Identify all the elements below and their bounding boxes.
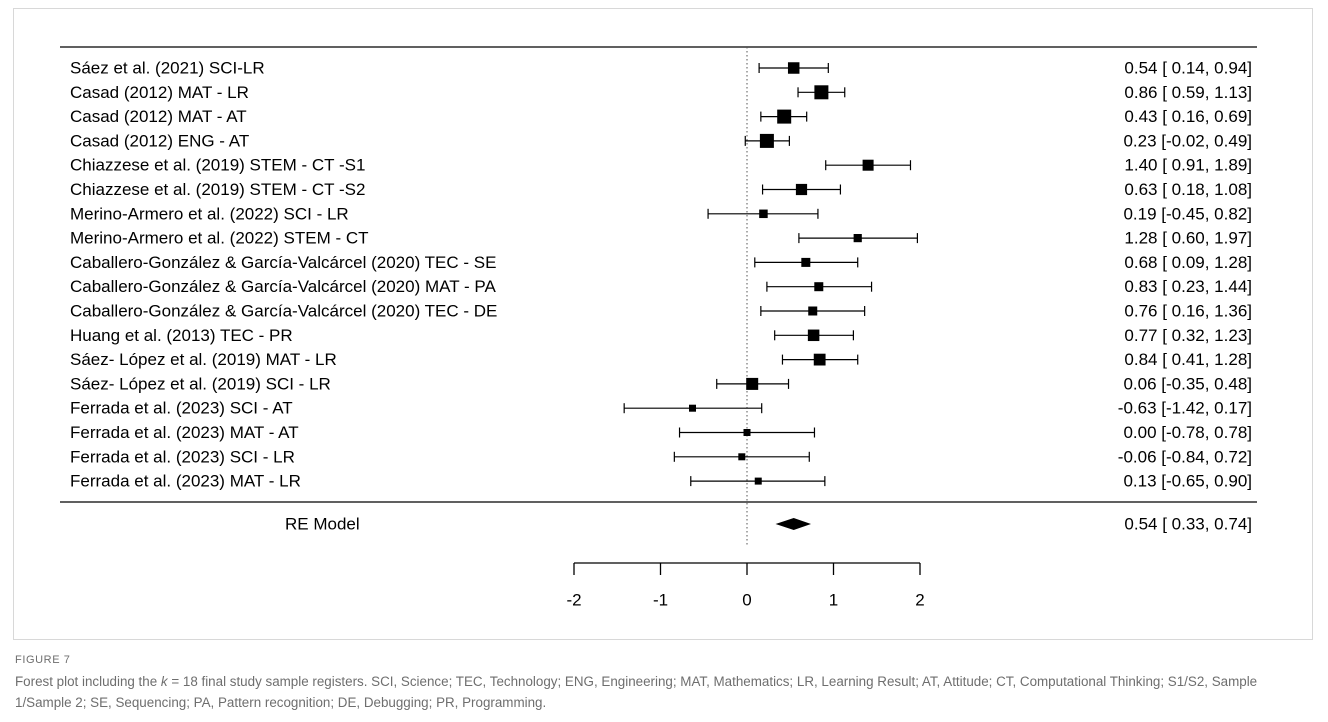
point-estimate	[801, 257, 811, 267]
study-label: Chiazzese et al. (2019) STEM - CT -S1	[70, 156, 365, 175]
point-estimate	[814, 282, 824, 292]
point-estimate	[759, 209, 768, 219]
point-estimate	[862, 159, 874, 171]
study-effect-text: 0.06 [-0.35, 0.48]	[1123, 374, 1252, 393]
summary-label: RE Model	[285, 515, 360, 534]
study-label: Merino-Armero et al. (2022) STEM - CT	[70, 229, 369, 248]
point-estimate	[795, 183, 808, 196]
x-tick-label: 1	[829, 591, 838, 610]
x-tick-label: 2	[915, 591, 924, 610]
study-effect-text: 0.63 [ 0.18, 1.08]	[1124, 180, 1252, 199]
x-tick-label: 0	[742, 591, 751, 610]
study-label: Ferrada et al. (2023) MAT - AT	[70, 423, 299, 442]
study-label: Casad (2012) MAT - LR	[70, 83, 249, 102]
point-estimate	[814, 85, 829, 100]
study-label: Sáez et al. (2021) SCI-LR	[70, 59, 265, 78]
study-label: Ferrada et al. (2023) SCI - LR	[70, 447, 295, 466]
study-label: Sáez- López et al. (2019) SCI - LR	[70, 374, 331, 393]
study-label: Chiazzese et al. (2019) STEM - CT -S2	[70, 180, 365, 199]
summary-diamond	[775, 518, 812, 530]
study-effect-text: 0.23 [-0.02, 0.49]	[1123, 131, 1252, 150]
study-effect-text: 0.76 [ 0.16, 1.36]	[1124, 302, 1252, 321]
figure-caption: FIGURE 7 Forest plot including the k = 1…	[15, 654, 1313, 713]
study-label: Ferrada et al. (2023) MAT - LR	[70, 472, 301, 491]
study-effect-text: 0.68 [ 0.09, 1.28]	[1124, 253, 1252, 272]
caption-prefix: Forest plot including the	[15, 674, 161, 689]
study-label: Huang et al. (2013) TEC - PR	[70, 326, 293, 345]
caption-k: k	[160, 674, 168, 689]
study-label: Caballero-González & García-Valcárcel (2…	[70, 277, 496, 296]
caption-text: Forest plot including the k = 18 final s…	[15, 671, 1313, 713]
study-label: Sáez- López et al. (2019) MAT - LR	[70, 350, 337, 369]
x-tick-label: -1	[653, 591, 668, 610]
study-effect-text: 1.28 [ 0.60, 1.97]	[1124, 229, 1252, 248]
study-effect-text: 0.54 [ 0.14, 0.94]	[1124, 59, 1252, 78]
study-label: Caballero-González & García-Valcárcel (2…	[70, 253, 496, 272]
study-effect-text: 0.00 [-0.78, 0.78]	[1123, 423, 1252, 442]
point-estimate	[787, 62, 800, 74]
point-estimate	[807, 329, 820, 342]
study-effect-text: 1.40 [ 0.91, 1.89]	[1124, 156, 1252, 175]
study-label: Ferrada et al. (2023) SCI - AT	[70, 399, 293, 418]
x-tick-label: -2	[566, 591, 581, 610]
study-effect-text: 0.86 [ 0.59, 1.13]	[1124, 83, 1252, 102]
point-estimate	[759, 133, 774, 148]
figure-label: FIGURE 7	[15, 654, 71, 666]
study-label: Merino-Armero et al. (2022) SCI - LR	[70, 204, 349, 223]
study-effect-text: 0.43 [ 0.16, 0.69]	[1124, 107, 1252, 126]
study-label: Casad (2012) ENG - AT	[70, 131, 249, 150]
study-effect-text: 0.13 [-0.65, 0.90]	[1123, 472, 1252, 491]
study-effect-text: 0.77 [ 0.32, 1.23]	[1124, 326, 1252, 345]
point-estimate	[738, 453, 746, 461]
figure-frame: Sáez et al. (2021) SCI-LR 0.54 [ 0.14, 0.…	[13, 8, 1313, 640]
point-estimate	[777, 109, 792, 124]
point-estimate	[813, 353, 826, 366]
caption-rest: = 18 final study sample registers. SCI, …	[15, 674, 1258, 710]
point-estimate	[746, 377, 759, 390]
study-effect-text: -0.06 [-0.84, 0.72]	[1118, 447, 1252, 466]
study-effect-text: 0.84 [ 0.41, 1.28]	[1124, 350, 1252, 369]
point-estimate	[743, 429, 751, 436]
study-effect-text: 0.19 [-0.45, 0.82]	[1123, 204, 1252, 223]
study-effect-text: -0.63 [-1.42, 0.17]	[1118, 399, 1252, 418]
forest-plot: Sáez et al. (2021) SCI-LR 0.54 [ 0.14, 0.…	[60, 46, 1257, 610]
point-estimate	[689, 404, 697, 412]
point-estimate	[754, 477, 762, 485]
study-label: Casad (2012) MAT - AT	[70, 107, 247, 126]
summary-effect-text: 0.54 [ 0.33, 0.74]	[1124, 515, 1252, 534]
point-estimate	[853, 234, 862, 243]
point-estimate	[808, 306, 818, 316]
study-effect-text: 0.83 [ 0.23, 1.44]	[1124, 277, 1252, 296]
study-label: Caballero-González & García-Valcárcel (2…	[70, 302, 497, 321]
